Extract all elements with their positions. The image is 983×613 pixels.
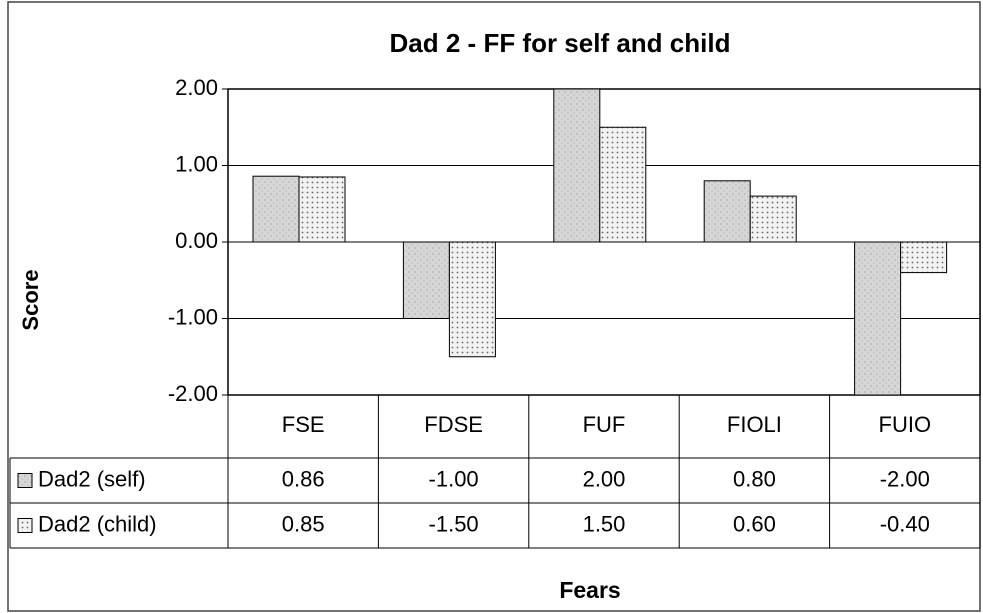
- bar: [854, 241, 902, 396]
- legend-label: Dad2 (child): [38, 511, 157, 536]
- table-value: 2.00: [583, 466, 626, 491]
- y-tick-label: -1.00: [168, 304, 218, 329]
- y-tick-label: 2.00: [175, 75, 218, 100]
- x-tick-label: FSE: [282, 412, 325, 437]
- x-tick-label: FUF: [583, 412, 626, 437]
- y-axis-label: Score: [18, 269, 43, 330]
- table-value: 0.80: [733, 466, 776, 491]
- chart-title: Dad 2 - FF for self and child: [390, 28, 731, 58]
- bar: [900, 241, 948, 274]
- bar: [402, 241, 450, 319]
- legend-key: [17, 473, 33, 488]
- bar: [448, 241, 496, 358]
- legend-label: Dad2 (self): [38, 466, 146, 491]
- bar: [599, 126, 647, 243]
- bar: [703, 180, 751, 243]
- x-axis-label: Fears: [559, 577, 620, 603]
- y-tick-label: 1.00: [175, 151, 218, 176]
- bar: [298, 176, 346, 243]
- x-tick-label: FIOLI: [727, 412, 782, 437]
- bar: [553, 88, 601, 243]
- legend-key: [17, 518, 33, 533]
- bar: [749, 195, 797, 243]
- table-value: 0.86: [282, 466, 325, 491]
- table-value: -1.50: [429, 511, 479, 536]
- bar: [252, 175, 300, 243]
- y-tick-label: -2.00: [168, 381, 218, 406]
- table-value: 0.60: [733, 511, 776, 536]
- x-tick-label: FUIO: [879, 412, 932, 437]
- x-tick-label: FDSE: [424, 412, 483, 437]
- y-tick-label: 0.00: [175, 228, 218, 253]
- table-value: 0.85: [282, 511, 325, 536]
- table-value: 1.50: [583, 511, 626, 536]
- table-value: -2.00: [880, 466, 930, 491]
- table-value: -0.40: [880, 511, 930, 536]
- table-value: -1.00: [429, 466, 479, 491]
